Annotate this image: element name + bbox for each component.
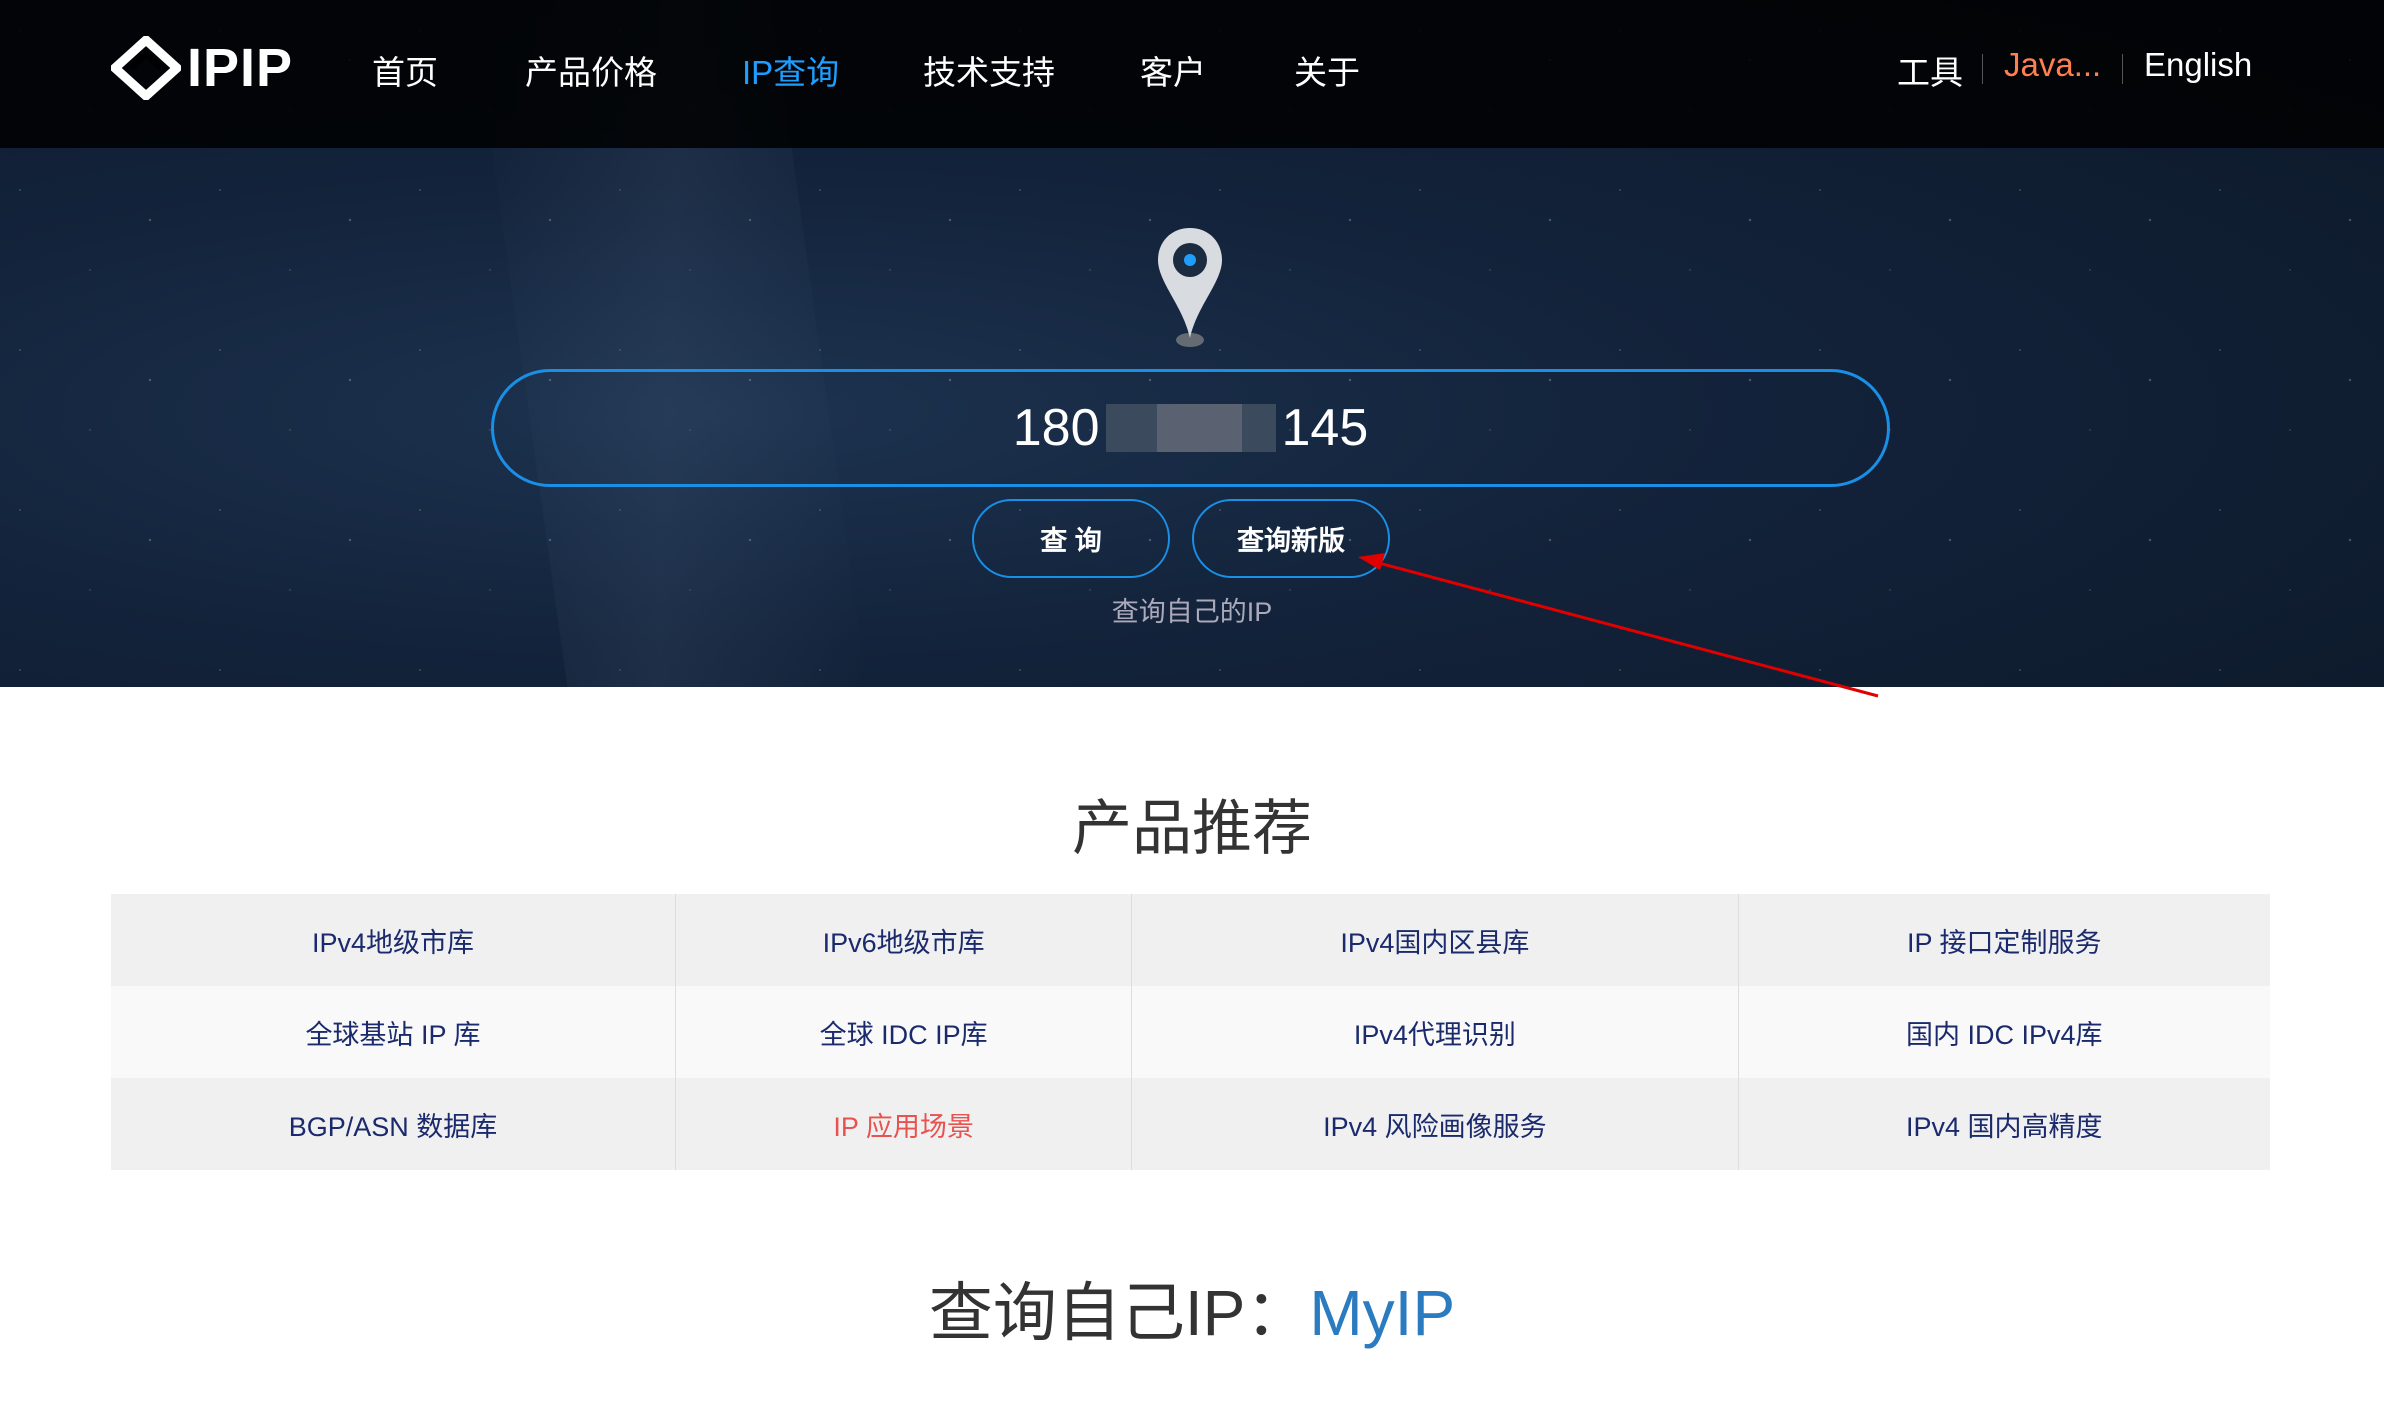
query-new-version-button[interactable]: 查询新版: [1192, 499, 1390, 578]
product-link[interactable]: IPv4 风险画像服务: [1131, 1078, 1738, 1170]
nav-pricing[interactable]: 产品价格: [525, 54, 657, 91]
product-link[interactable]: 国内 IDC IPv4库: [1737, 986, 2270, 1078]
nav-about[interactable]: 关于: [1294, 54, 1360, 91]
nav-home[interactable]: 首页: [372, 54, 438, 91]
location-pin-icon: [1158, 228, 1222, 347]
nav-ip-query[interactable]: IP查询: [742, 54, 840, 91]
query-my-ip-link[interactable]: 查询自己的IP: [1111, 597, 1273, 627]
product-link[interactable]: IPv4代理识别: [1131, 986, 1738, 1078]
top-nav: IPIP 首页 产品价格 IP查询 技术支持 客户 关于 工具 Java... …: [0, 0, 2384, 148]
myip-link[interactable]: MyIP: [1309, 1277, 1456, 1349]
divider: [2122, 54, 2123, 84]
nav-support[interactable]: 技术支持: [923, 54, 1055, 91]
grid-row: 全球基站 IP 库全球 IDC IP库 IPv4代理识别 国内 IDC IPv4库: [111, 986, 2270, 1078]
product-link[interactable]: IP 接口定制服务: [1737, 894, 2270, 986]
nav-customers[interactable]: 客户: [1140, 54, 1206, 91]
product-link[interactable]: IP 应用场景: [674, 1078, 1132, 1170]
divider: [1982, 54, 1983, 84]
ip-search-input[interactable]: 180 145: [491, 369, 1890, 487]
grid-row: BGP/ASN 数据库 IP 应用场景 IPv4 风险画像服务 IPv4 国内高精度: [111, 1078, 2270, 1170]
section-title: 产品推荐: [1072, 795, 1312, 862]
nav-english[interactable]: English: [2144, 46, 2253, 83]
product-link[interactable]: IPv4国内区县库: [1131, 894, 1738, 986]
my-ip-heading: 查询自己IP：MyIP: [928, 1277, 1456, 1349]
product-link[interactable]: IPv4 国内高精度: [1737, 1078, 2270, 1170]
hero-banner: IPIP 首页 产品价格 IP查询 技术支持 客户 关于 工具 Java... …: [0, 0, 2384, 687]
redacted-ip-segment: [1105, 404, 1276, 452]
product-link[interactable]: IPv4地级市库: [111, 894, 676, 986]
logo[interactable]: IPIP: [111, 36, 293, 100]
nav-user[interactable]: Java...: [2004, 46, 2102, 83]
product-link[interactable]: 全球基站 IP 库: [111, 986, 676, 1078]
query-button[interactable]: 查 询: [972, 499, 1170, 578]
product-link[interactable]: BGP/ASN 数据库: [111, 1078, 676, 1170]
grid-row: IPv4地级市库 IPv6地级市库 IPv4国内区县库 IP 接口定制服务: [111, 894, 2270, 986]
product-link[interactable]: 全球 IDC IP库: [674, 986, 1132, 1078]
nav-tools[interactable]: 工具: [1897, 54, 1963, 91]
logo-icon: [111, 36, 181, 100]
product-link[interactable]: IPv6地级市库: [674, 894, 1132, 986]
product-grid: IPv4地级市库 IPv6地级市库 IPv4国内区县库 IP 接口定制服务 全球基站 I…: [111, 894, 2270, 1170]
